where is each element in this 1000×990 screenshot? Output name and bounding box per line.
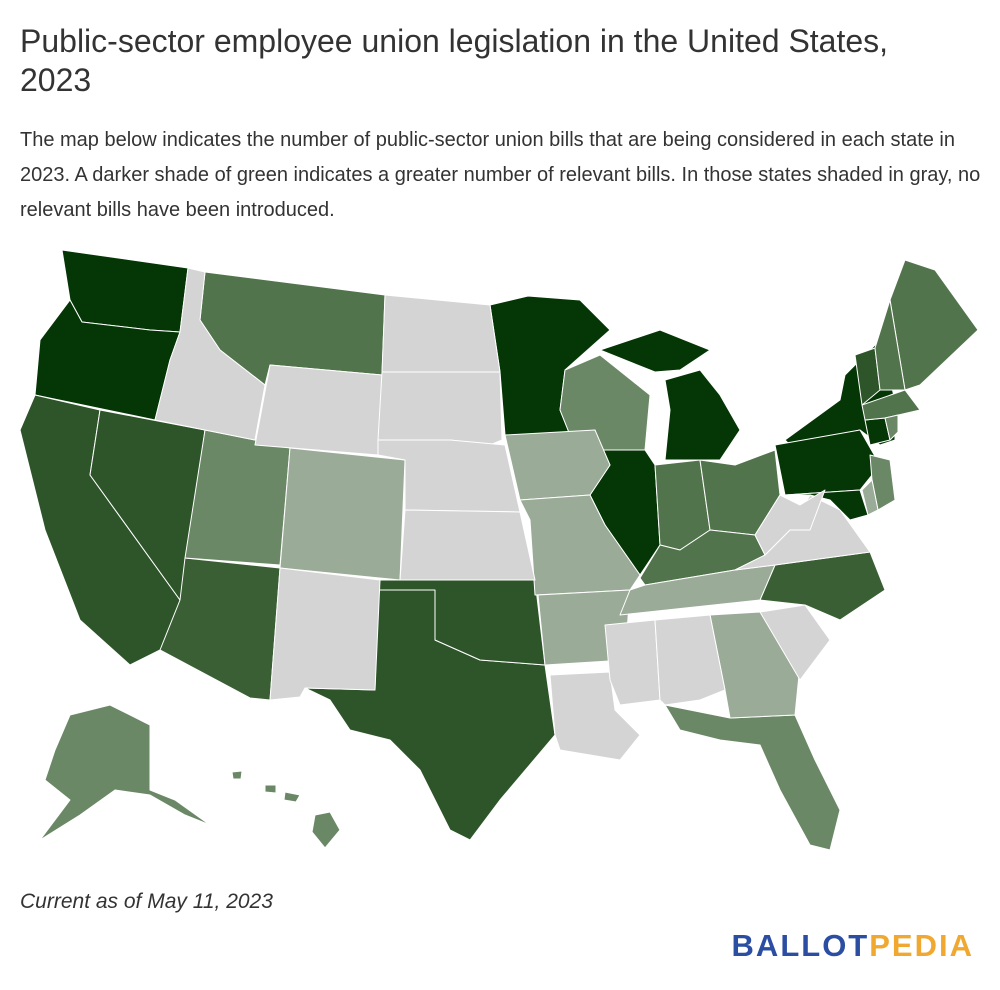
footnote: Current as of May 11, 2023: [20, 890, 273, 913]
state: [264, 784, 277, 794]
state: [759, 604, 831, 681]
state: [774, 429, 881, 496]
state: [861, 479, 879, 516]
states: [19, 249, 979, 851]
description: The map below indicates the number of pu…: [20, 129, 981, 221]
title: Public-sector employee union legislation…: [20, 23, 889, 98]
state: [381, 294, 501, 373]
state: [664, 704, 841, 851]
state: [399, 509, 536, 581]
state: [269, 567, 381, 701]
state: [39, 704, 211, 841]
state: [884, 414, 899, 441]
state: [504, 429, 611, 501]
logo: BALLOTPEDIA: [732, 928, 974, 964]
state: [889, 259, 979, 391]
state: [231, 770, 243, 780]
state: [869, 454, 896, 511]
logo-part: PEDIA: [869, 928, 974, 963]
state: [377, 371, 503, 446]
state: [311, 811, 341, 849]
state: [254, 364, 383, 456]
state: [519, 494, 641, 596]
state: [654, 614, 726, 706]
state: [283, 791, 301, 803]
state: [604, 619, 661, 706]
state: [154, 267, 266, 441]
state: [754, 489, 826, 556]
state: [599, 329, 711, 373]
logo-part: BALLOT: [731, 928, 870, 963]
state: [664, 369, 741, 461]
state: [861, 389, 921, 421]
state: [279, 447, 406, 581]
us-map: [19, 249, 979, 851]
